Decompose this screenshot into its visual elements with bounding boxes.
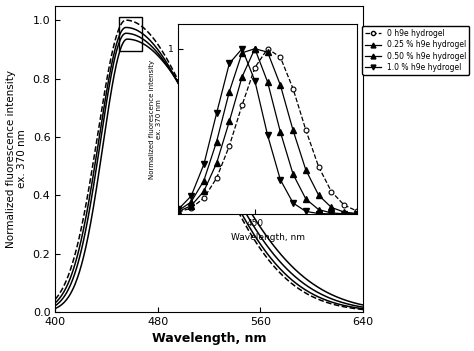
Y-axis label: Normalized fluorescence intensity
ex. 370 nm: Normalized fluorescence intensity ex. 37… (6, 70, 27, 248)
Bar (119, 17, 143, 51)
X-axis label: Wavelength, nm: Wavelength, nm (152, 332, 266, 345)
